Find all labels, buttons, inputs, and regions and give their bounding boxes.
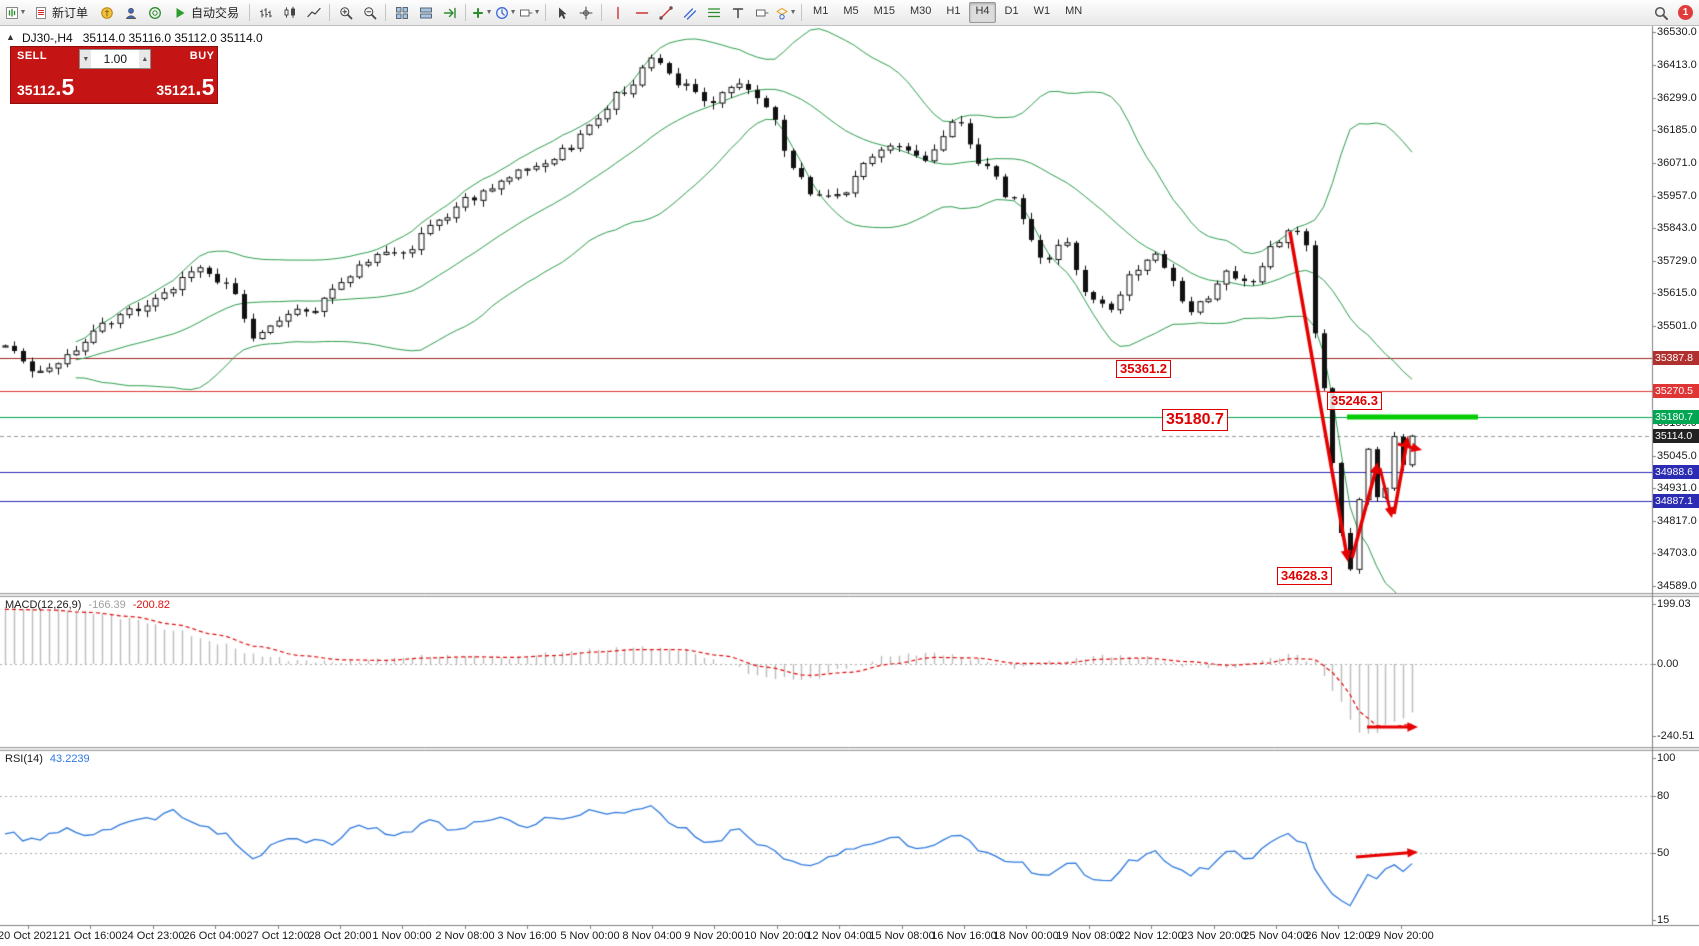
level-label-35180[interactable]: 35180.7 xyxy=(1162,409,1228,431)
sell-label: SELL xyxy=(17,50,48,62)
level-label-34628[interactable]: 34628.3 xyxy=(1277,567,1332,586)
level-label-35361[interactable]: 35361.2 xyxy=(1116,360,1171,379)
one-click-trading-panel: SELL 35112.5 ▼ 1.00 ▲ BUY 35121.5 xyxy=(10,46,218,104)
crosshair-icon[interactable] xyxy=(574,2,597,23)
periods-icon[interactable]: ▼ xyxy=(494,2,517,23)
timeframe-button-M30[interactable]: M30 xyxy=(910,5,932,17)
macd-header: MACD(12,26,9) -166.39 -200.82 xyxy=(5,599,170,611)
profile-icon[interactable] xyxy=(119,2,142,23)
toolbar-separator xyxy=(801,4,803,21)
shapes-icon[interactable]: ▼ xyxy=(774,2,797,23)
notification-badge[interactable]: 1 xyxy=(1678,5,1693,20)
chart-symbol-period: DJ30-,H4 xyxy=(22,31,73,45)
volume-input[interactable]: ▼ 1.00 ▲ xyxy=(79,49,152,69)
buy-button[interactable]: BUY 35121.5 xyxy=(151,47,220,103)
volume-section: ▼ 1.00 ▲ xyxy=(79,47,152,103)
line-chart-icon[interactable] xyxy=(302,2,325,23)
toolbar-separator xyxy=(545,4,547,21)
community-icon[interactable] xyxy=(143,2,166,23)
timeframe-button-D1[interactable]: D1 xyxy=(1004,5,1019,17)
templates-icon[interactable]: ▼ xyxy=(518,2,541,23)
autotrading-button[interactable]: 自动交易 xyxy=(167,2,245,23)
trendline-icon[interactable] xyxy=(654,2,677,23)
buy-label: BUY xyxy=(189,50,215,62)
toolbar-items: ▼ 新订单 自动交易 ▼ ▼ ▼ ▼ M1 M5 M15 M30 H1 H4 D1 W1 MN xyxy=(4,2,1648,23)
toolbar-separator xyxy=(601,4,603,21)
tile-windows-icon[interactable] xyxy=(390,2,413,23)
volume-increase-button[interactable]: ▲ xyxy=(139,50,151,68)
chart-window-icon[interactable]: ▼ xyxy=(4,2,27,23)
search-icon[interactable] xyxy=(1649,2,1672,23)
auto-arrange-icon[interactable] xyxy=(414,2,437,23)
channel-icon[interactable] xyxy=(678,2,701,23)
collapse-trade-panel-icon[interactable]: ▲ xyxy=(6,32,15,42)
timeframe-button-H1[interactable]: H1 xyxy=(946,5,961,17)
zoom-out-icon[interactable] xyxy=(358,2,381,23)
timeframe-button-M5[interactable]: M5 xyxy=(843,5,859,17)
chart-shift-icon[interactable] xyxy=(438,2,461,23)
rsi-name: RSI(14) xyxy=(5,753,43,765)
rsi-header: RSI(14) 43.2239 xyxy=(5,753,90,765)
deposit-coin-icon[interactable] xyxy=(95,2,118,23)
timeframe-button-M1[interactable]: M1 xyxy=(813,5,829,17)
vertical-line-icon[interactable] xyxy=(606,2,629,23)
fibonacci-icon[interactable] xyxy=(702,2,725,23)
toolbar-separator xyxy=(329,4,331,21)
horizontal-line-icon[interactable] xyxy=(630,2,653,23)
level-label-35246[interactable]: 35246.3 xyxy=(1327,392,1382,411)
timeframe-button-W1[interactable]: W1 xyxy=(1033,5,1051,17)
volume-value: 1.00 xyxy=(103,52,128,66)
rsi-value: 43.2239 xyxy=(49,753,90,765)
macd-signal-value: -200.82 xyxy=(132,599,171,611)
candlestick-chart-icon[interactable] xyxy=(278,2,301,23)
new-chart-icon[interactable]: ▼ xyxy=(470,2,493,23)
timeframe-button-MN[interactable]: MN xyxy=(1065,5,1083,17)
chart-title: DJ30-,H4 35114.0 35116.0 35112.0 35114.0 xyxy=(22,31,263,45)
toolbar-right: 1 xyxy=(1649,2,1695,23)
sell-button[interactable]: SELL 35112.5 xyxy=(11,47,79,103)
timeframe-button-H4[interactable]: H4 xyxy=(969,2,996,23)
macd-line-value: -166.39 xyxy=(88,599,126,611)
zoom-in-icon[interactable] xyxy=(334,2,357,23)
new-order-button[interactable]: 新订单 xyxy=(28,2,94,23)
bar-chart-icon[interactable] xyxy=(254,2,277,23)
sell-price: 35112.5 xyxy=(17,74,75,100)
macd-name: MACD(12,26,9) xyxy=(5,599,82,611)
toolbar-separator xyxy=(385,4,387,21)
toolbar-separator xyxy=(249,4,251,21)
volume-decrease-button[interactable]: ▼ xyxy=(80,50,92,68)
buy-price: 35121.5 xyxy=(156,74,215,100)
toolbar: ▼ 新订单 自动交易 ▼ ▼ ▼ ▼ M1 M5 M15 M30 H1 H4 D1 W1 MN 1 xyxy=(0,0,1699,26)
timeframe-button-M15[interactable]: M15 xyxy=(873,5,895,17)
chart-ohlc-values: 35114.0 35116.0 35112.0 35114.0 xyxy=(82,31,263,45)
label-tool-icon[interactable] xyxy=(750,2,773,23)
toolbar-separator xyxy=(465,4,467,21)
cursor-icon[interactable] xyxy=(550,2,573,23)
text-tool-icon[interactable] xyxy=(726,2,749,23)
